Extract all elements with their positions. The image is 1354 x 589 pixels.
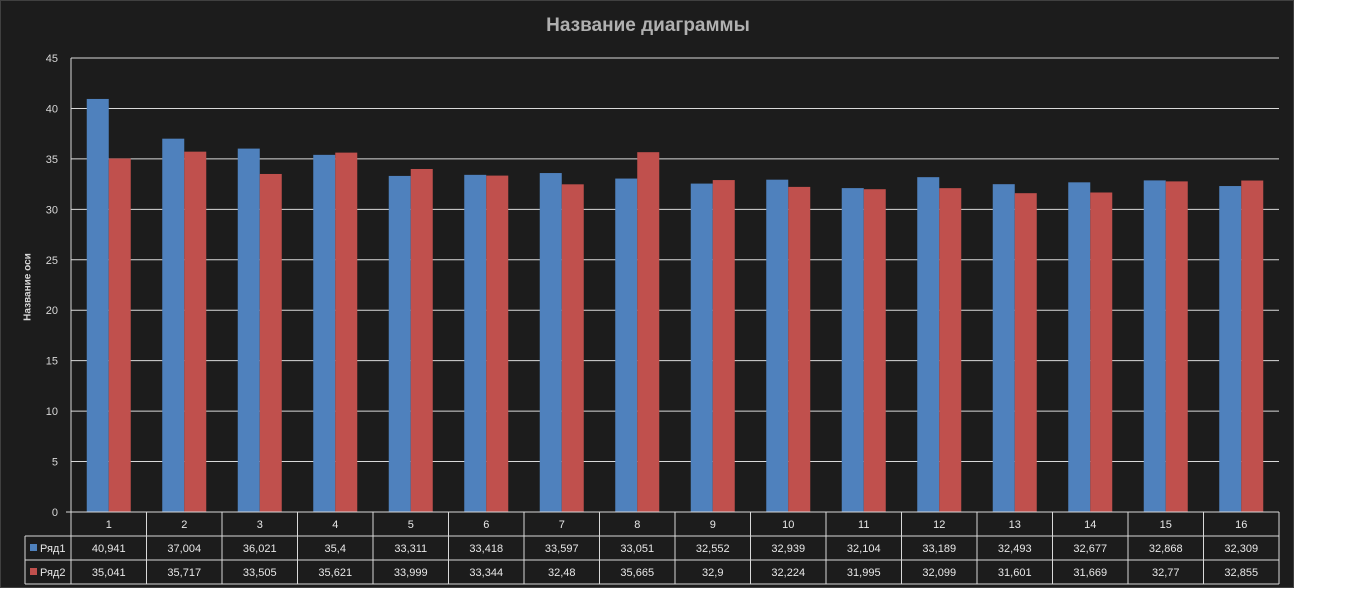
legend-key-series2 bbox=[30, 568, 37, 575]
x-tick-label: 16 bbox=[1235, 519, 1247, 531]
bar-series2 bbox=[939, 188, 962, 513]
data-table-cell: 33,505 bbox=[243, 567, 277, 579]
data-table-cell: 31,995 bbox=[847, 567, 881, 579]
bar-series1 bbox=[237, 148, 260, 512]
x-tick-label: 11 bbox=[858, 519, 869, 531]
x-tick-label: 9 bbox=[710, 519, 716, 531]
data-table-cell: 32,48 bbox=[548, 567, 576, 579]
data-table-cell: 33,597 bbox=[545, 543, 579, 555]
y-tick-label: 5 bbox=[52, 457, 58, 469]
x-tick-label: 1 bbox=[106, 519, 112, 531]
data-table-cell: 33,999 bbox=[394, 567, 428, 579]
bar-series2 bbox=[184, 151, 207, 512]
bar-series2 bbox=[1165, 181, 1188, 512]
bar-series2 bbox=[410, 168, 433, 513]
y-tick-label: 20 bbox=[46, 305, 58, 317]
x-tick-label: 8 bbox=[634, 519, 640, 531]
bar-series2 bbox=[1090, 192, 1113, 512]
data-table-cell: 32,493 bbox=[998, 543, 1032, 555]
data-table-cell: 32,677 bbox=[1073, 543, 1107, 555]
chart-area: Название диаграммы Название оси 0 5 10 15 20… bbox=[0, 0, 1294, 588]
x-tick-label: 6 bbox=[483, 519, 489, 531]
data-table-cell: 32,939 bbox=[771, 543, 805, 555]
bar-series2 bbox=[1241, 180, 1264, 513]
bar-series2 bbox=[561, 184, 584, 513]
data-table-cell: 32,099 bbox=[922, 567, 956, 579]
data-table-cell: 35,621 bbox=[318, 567, 352, 579]
bar-series2 bbox=[712, 180, 735, 512]
bar-series2 bbox=[1014, 193, 1037, 512]
data-table-cell: 31,669 bbox=[1073, 567, 1107, 579]
data-table-cell: 35,4 bbox=[325, 543, 346, 555]
y-tick-label: 25 bbox=[46, 255, 58, 267]
y-tick-label: 15 bbox=[46, 356, 58, 368]
bar-series1 bbox=[992, 184, 1015, 512]
x-tick-label: 4 bbox=[332, 519, 338, 531]
bar-series1 bbox=[1068, 182, 1091, 512]
x-tick-label: 3 bbox=[257, 519, 263, 531]
bar-series1 bbox=[841, 188, 864, 512]
data-table-cell: 40,941 bbox=[92, 543, 126, 555]
bar-series1 bbox=[766, 179, 789, 513]
bar-series2 bbox=[863, 189, 886, 512]
y-tick-label: 0 bbox=[52, 507, 58, 519]
data-table-cell: 32,104 bbox=[847, 543, 881, 555]
data-table-cell: 36,021 bbox=[243, 543, 277, 555]
bar-series1 bbox=[313, 154, 336, 512]
chart-title: Название диаграммы bbox=[546, 15, 750, 36]
x-tick-label: 10 bbox=[782, 519, 794, 531]
bar-series2 bbox=[486, 175, 509, 513]
bar-series1 bbox=[1143, 180, 1166, 512]
x-tick-label: 12 bbox=[933, 519, 945, 531]
data-table-cell: 33,311 bbox=[394, 543, 427, 555]
y-tick-label: 40 bbox=[46, 103, 58, 115]
y-tick-label: 10 bbox=[46, 406, 58, 418]
bar-series1 bbox=[690, 183, 713, 512]
bar-series1 bbox=[388, 175, 411, 512]
data-table-cell: 32,552 bbox=[696, 543, 730, 555]
x-tick-label: 2 bbox=[181, 519, 187, 531]
data-table-cell: 31,601 bbox=[998, 567, 1032, 579]
y-tick-label: 35 bbox=[46, 154, 58, 166]
data-table-cell: 32,77 bbox=[1152, 567, 1180, 579]
data-table-cell: 32,309 bbox=[1224, 543, 1258, 555]
bar-series2 bbox=[335, 152, 358, 512]
data-table-cell: 35,717 bbox=[167, 567, 201, 579]
data-table-cell: 32,855 bbox=[1224, 567, 1258, 579]
data-table-cell: 37,004 bbox=[167, 543, 201, 555]
bar-series2 bbox=[259, 173, 282, 512]
bar-series1 bbox=[86, 98, 109, 512]
x-tick-label: 13 bbox=[1009, 519, 1021, 531]
data-table-cell: 33,189 bbox=[922, 543, 956, 555]
data-table-cell: 32,868 bbox=[1149, 543, 1183, 555]
bar-series1 bbox=[464, 174, 487, 512]
bar-series2 bbox=[108, 158, 131, 512]
legend-label: Ряд1 bbox=[40, 543, 65, 555]
bar-series2 bbox=[637, 152, 660, 512]
data-table-cell: 35,665 bbox=[620, 567, 654, 579]
x-tick-label: 14 bbox=[1084, 519, 1096, 531]
bar-series2 bbox=[788, 186, 811, 513]
y-tick-label: 45 bbox=[46, 53, 58, 65]
legend-label: Ряд2 bbox=[40, 567, 65, 579]
data-table-cell: 33,344 bbox=[469, 567, 503, 579]
data-table-cell: 32,9 bbox=[702, 567, 723, 579]
x-tick-label: 15 bbox=[1160, 519, 1172, 531]
data-table-cell: 35,041 bbox=[92, 567, 126, 579]
data-table-cell: 33,051 bbox=[620, 543, 654, 555]
bar-series1 bbox=[162, 138, 185, 512]
y-tick-label: 30 bbox=[46, 204, 58, 216]
x-tick-label: 7 bbox=[559, 519, 565, 531]
bar-series1 bbox=[615, 178, 638, 513]
bar-series1 bbox=[539, 173, 562, 513]
bar-series1 bbox=[1219, 186, 1242, 512]
x-tick-label: 5 bbox=[408, 519, 414, 531]
data-table-cell: 33,418 bbox=[469, 543, 503, 555]
data-table-cell: 32,224 bbox=[771, 567, 805, 579]
bar-series1 bbox=[917, 177, 940, 513]
legend-key-series1 bbox=[30, 544, 37, 551]
